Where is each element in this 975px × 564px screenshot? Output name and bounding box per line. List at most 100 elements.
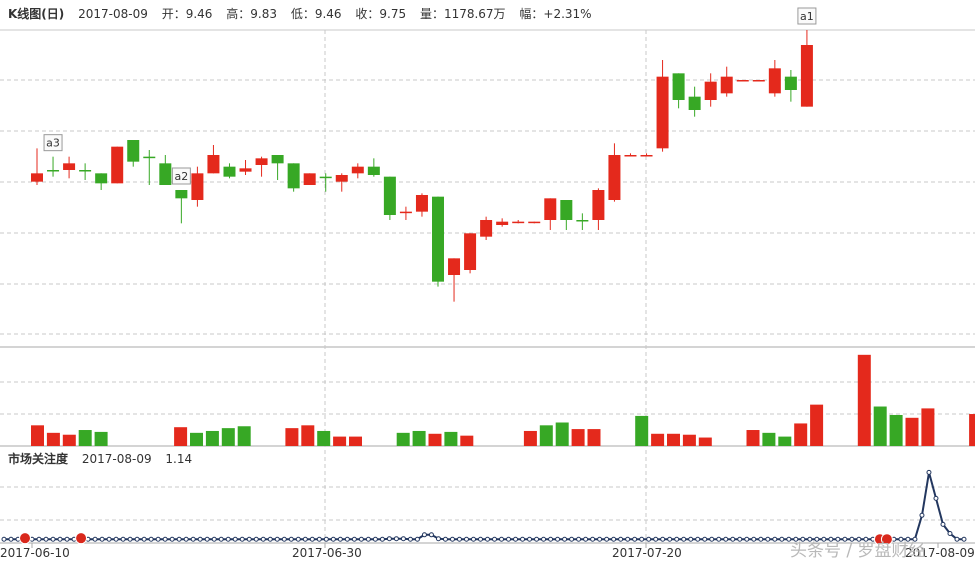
attention-point <box>225 536 231 542</box>
attention-point <box>477 536 483 542</box>
volume-bar <box>46 432 60 446</box>
volume-bar <box>635 415 649 446</box>
annotation-labels: a3 a2 a1 <box>43 7 817 185</box>
attention-point <box>50 536 56 542</box>
volume-value: 量：1178.67万 <box>419 7 506 21</box>
attention-point <box>856 536 862 542</box>
volume-bar <box>762 432 776 446</box>
attention-point <box>954 536 960 542</box>
attention-point <box>463 536 469 542</box>
volume-bar <box>190 432 203 446</box>
attention-point <box>393 536 399 542</box>
attention-point <box>386 536 392 542</box>
candle-body <box>95 173 108 184</box>
attention-point <box>428 532 434 538</box>
candle-body <box>271 155 284 164</box>
volume-bar <box>349 436 362 446</box>
attention-point <box>583 536 589 542</box>
candle-body <box>704 81 717 100</box>
volume-bar <box>460 435 474 446</box>
attention-point <box>702 536 708 542</box>
candle-body <box>383 176 396 215</box>
attention-point <box>134 536 140 542</box>
attention-point <box>365 536 371 542</box>
volume-bar <box>667 433 680 446</box>
attention-point <box>64 536 70 542</box>
candle-body <box>496 221 509 225</box>
volume-bar <box>746 430 760 446</box>
attention-point <box>239 536 245 542</box>
attention-point <box>358 536 364 542</box>
candle-body <box>303 173 316 185</box>
attention-point <box>470 536 476 542</box>
candle-body <box>672 73 685 100</box>
candle-body <box>720 76 733 94</box>
attention-point <box>898 536 904 542</box>
attention-point <box>253 536 259 542</box>
attention-point <box>597 536 603 542</box>
price-header: K线图(日) 2017-08-09 开：9.46 高：9.83 低：9.46 收… <box>8 5 602 22</box>
attention-point <box>786 536 792 542</box>
candle-body <box>480 220 493 237</box>
attention-point <box>169 536 175 542</box>
indicator-value: 1.14 <box>165 452 193 466</box>
attention-point <box>421 532 427 538</box>
x-tick-label: 2017-06-30 <box>292 546 362 560</box>
attention-point <box>835 536 841 542</box>
attention-point <box>667 536 673 542</box>
candle-body <box>223 166 236 177</box>
attention-point <box>400 536 406 542</box>
attention-point <box>197 536 203 542</box>
candle-body <box>319 176 332 179</box>
attention-point <box>36 536 42 542</box>
attention-point <box>218 536 224 542</box>
volume-bar <box>921 408 935 446</box>
attention-point <box>590 536 596 542</box>
attention-point <box>442 536 448 542</box>
volume-bar <box>174 427 188 446</box>
change-value: 幅：+2.31% <box>519 7 592 21</box>
volume-bar <box>301 425 315 446</box>
annotation-label: a2 <box>174 170 188 183</box>
candle-body <box>399 211 412 214</box>
candle-body <box>111 146 124 184</box>
attention-point <box>814 536 820 542</box>
attention-point <box>288 536 294 542</box>
attention-point <box>548 536 554 542</box>
volume-bar <box>794 423 808 446</box>
attention-point <box>155 536 161 542</box>
volume-bar <box>889 414 903 446</box>
attention-point <box>730 536 736 542</box>
attention-marker <box>19 532 32 545</box>
candlestick-series <box>31 30 813 302</box>
attention-point <box>709 536 715 542</box>
x-tick-label: 2017-08-09 <box>905 546 975 560</box>
candle-body <box>592 190 605 220</box>
attention-point <box>92 536 98 542</box>
volume-bar <box>555 422 569 446</box>
attention-point <box>723 536 729 542</box>
candle-body <box>576 220 589 222</box>
attention-point <box>569 536 575 542</box>
attention-point <box>674 536 680 542</box>
volume-bar <box>412 430 426 446</box>
attention-point <box>302 536 308 542</box>
volume-bar <box>78 430 92 446</box>
attention-marker <box>75 532 88 545</box>
attention-point <box>765 536 771 542</box>
low-value: 低：9.46 <box>290 7 342 21</box>
header-date: 2017-08-09 <box>78 7 148 21</box>
attention-point <box>316 536 322 542</box>
attention-point <box>793 536 799 542</box>
volume-bar <box>873 406 887 446</box>
annotation-box <box>171 167 191 185</box>
chart-title: K线图(日) <box>8 7 65 21</box>
attention-point <box>492 536 498 542</box>
close-value: 收：9.75 <box>355 7 407 21</box>
candle-body <box>800 45 813 107</box>
attention-point <box>232 536 238 542</box>
attention-point <box>351 536 357 542</box>
candle-body <box>255 158 268 165</box>
volume-bar <box>444 431 458 446</box>
candle-body <box>752 80 765 82</box>
